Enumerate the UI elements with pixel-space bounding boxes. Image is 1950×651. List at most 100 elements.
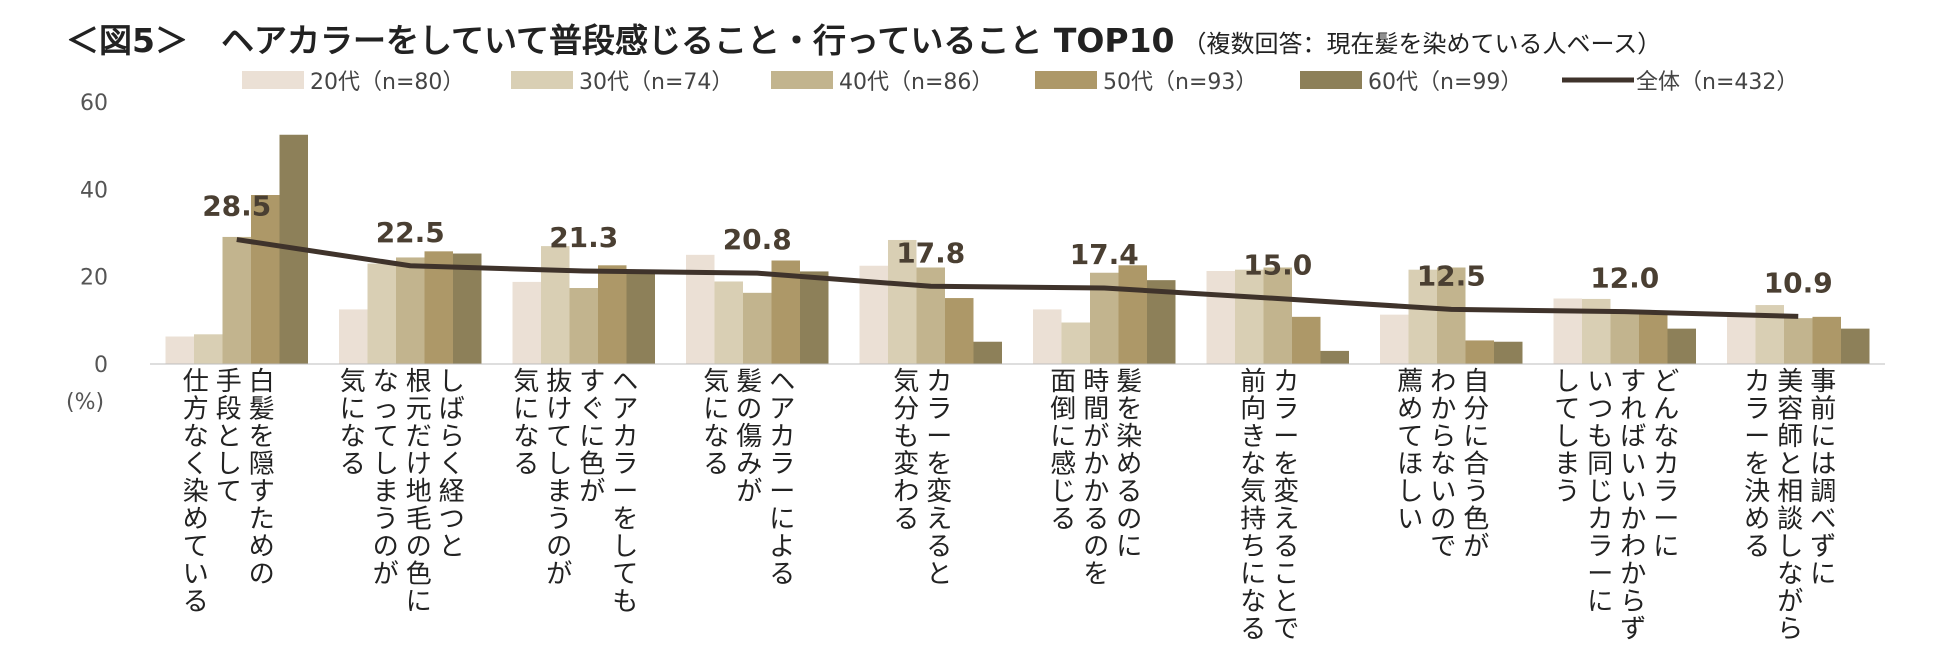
bar-1-1	[367, 263, 396, 364]
bar-4-6	[1320, 350, 1349, 364]
data-label-1: 22.5	[376, 216, 445, 249]
category-label-line: なってしまうのが	[373, 367, 399, 590]
legend-swatch-3	[1035, 71, 1097, 89]
y-tick-label: 40	[80, 178, 108, 203]
category-label-line: 根元だけ地毛の色に	[406, 367, 432, 617]
bar-1-0	[194, 334, 223, 364]
title-main: ＜図5＞ ヘアカラーをしていて普段感じること・行っていること TOP10	[66, 21, 1175, 60]
bar-2-8	[1610, 313, 1639, 364]
category-label-line: 気になる	[340, 367, 366, 480]
data-label-6: 15.0	[1243, 249, 1312, 282]
bar-4-9	[1841, 328, 1870, 364]
category-label-line: カラーを変えることで、	[1273, 367, 1299, 651]
category-label-line: 気になる	[703, 367, 729, 480]
data-label-3: 20.8	[723, 223, 792, 256]
bar-0-0	[165, 336, 194, 364]
category-label-line: 自分に合う色が	[1463, 367, 1489, 562]
overall-line	[236, 237, 1799, 319]
data-label-9: 10.9	[1764, 266, 1833, 299]
data-label-8: 12.0	[1590, 262, 1659, 295]
category-label-line: 抜けてしまうのが	[546, 367, 572, 590]
bar-3-2	[598, 265, 627, 364]
category-label-line: カラーを変えると	[926, 367, 952, 590]
category-label-line: 事前には調べずに	[1810, 367, 1836, 590]
category-label-line: 前向きな気持ちになる	[1240, 367, 1266, 645]
category-label-line: しばらく経つと	[439, 367, 465, 562]
category-label-line: 面倒に感じる	[1050, 367, 1076, 535]
bar-0-7	[1380, 314, 1409, 364]
bar-2-6	[1263, 267, 1292, 364]
bar-1-4	[888, 239, 917, 364]
y-axis-unit: (%)	[66, 390, 104, 415]
bar-4-3	[800, 271, 829, 364]
legend-label-0: 20代（n=80）	[310, 70, 464, 95]
bar-0-5	[1033, 309, 1062, 364]
category-label-line: 髪の傷みが	[736, 367, 762, 507]
bar-2-7	[1437, 267, 1466, 364]
bar-3-9	[1812, 316, 1841, 364]
legend-label-2: 40代（n=86）	[839, 70, 993, 95]
category-label-line: 美容師と相談しながら	[1777, 367, 1803, 645]
data-labels: 28.5 22.5 21.3 20.8 17.8 17.4 15.0 12.5 12.0 10.9	[202, 190, 1833, 300]
category-label-line: ヘアカラーによる	[769, 367, 795, 590]
bar-0-6	[1206, 270, 1235, 364]
legend-swatch-0	[242, 71, 304, 89]
category-label-line: 白髪を隠すための	[249, 367, 275, 590]
chart-title: ＜図5＞ ヘアカラーをしていて普段感じること・行っていること TOP10 （複数回…	[66, 14, 1661, 62]
overall-series-line	[236, 237, 1799, 319]
category-label-line: 仕方なく染めている	[183, 367, 209, 617]
legend-swatch-4	[1300, 71, 1362, 89]
bar-3-7	[1465, 340, 1494, 364]
category-label-6: カラーを変えることで、前向きな気持ちになる	[1240, 367, 1299, 651]
category-label-line: 薦めてほしい	[1397, 367, 1423, 535]
bar-4-7	[1494, 341, 1523, 364]
bar-0-9	[1727, 314, 1756, 364]
title-subtitle: （複数回答：現在髪を染めている人ベース）	[1182, 30, 1662, 58]
category-labels: 白髪を隠すための手段として仕方なく染めているしばらく経つと根元だけ地毛の色になっ…	[183, 367, 1837, 651]
legend-swatch-1	[511, 71, 573, 89]
data-label-2: 21.3	[549, 221, 618, 254]
bar-1-6	[1235, 269, 1264, 364]
category-label-line: ヘアカラーをしても	[612, 367, 638, 617]
category-label-line: すればいいかわからず	[1620, 367, 1646, 645]
bar-3-4	[945, 298, 974, 364]
bar-0-1	[339, 309, 368, 364]
y-tick-label: 0	[94, 353, 108, 378]
legend-label-3: 50代（n=93）	[1103, 70, 1257, 95]
bar-1-7	[1408, 269, 1437, 364]
category-label-line: わからないので	[1430, 367, 1456, 562]
data-label-5: 17.4	[1070, 238, 1139, 271]
category-label-line: 気になる	[513, 367, 539, 480]
bar-4-2	[626, 271, 655, 364]
bars	[150, 134, 1885, 365]
bar-2-3	[743, 292, 772, 364]
bar-3-5	[1118, 265, 1147, 364]
bar-2-0	[222, 236, 251, 364]
data-label-4: 17.8	[896, 236, 965, 269]
data-label-7: 12.5	[1417, 259, 1486, 292]
data-label-0: 28.5	[202, 190, 271, 223]
bar-2-2	[569, 288, 598, 364]
bar-1-2	[541, 246, 570, 364]
category-label-line: 時間がかかるのを	[1083, 367, 1109, 590]
category-label-line: 髪を染めるのに	[1116, 367, 1142, 562]
bar-4-1	[453, 253, 482, 364]
category-label-line: してしまう	[1554, 367, 1580, 507]
legend: 20代（n=80） 30代（n=74） 40代（n=86） 50代（n=93） 60代（…	[242, 70, 1798, 95]
category-label-line: すぐに色が	[579, 367, 605, 507]
bar-1-5	[1061, 322, 1090, 364]
legend-swatch-2	[771, 71, 833, 89]
bar-4-8	[1667, 328, 1696, 364]
bar-1-3	[714, 281, 743, 364]
y-tick-label: 20	[80, 266, 108, 291]
category-label-line: いつも同じカラーに	[1587, 367, 1613, 617]
bar-0-2	[512, 281, 541, 364]
legend-label-1: 30代（n=74）	[579, 70, 733, 95]
bar-2-1	[396, 257, 425, 364]
bar-2-4	[916, 267, 945, 364]
